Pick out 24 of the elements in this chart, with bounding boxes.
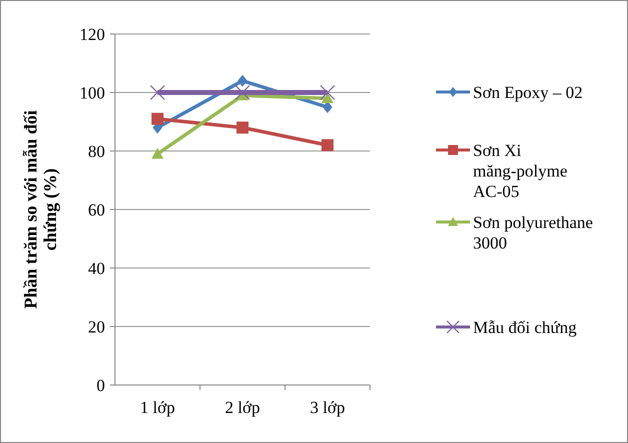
legend-label: Sơn polyurethane 3000 [473,212,593,252]
point [152,148,164,159]
x-tick-label: 1 lớp [140,398,175,417]
legend-label: Sơn Xi măng-polyme AC-05 [473,140,568,201]
y-tick-label: 80 [88,142,105,161]
y-axis-title: Phần trăm so với mẫu đối chứng (%) [20,110,60,309]
y-tick-label: 60 [88,200,105,220]
point [152,112,164,125]
legend-label: Mẫu đối chứng [473,318,578,337]
point [236,122,248,134]
y-tick-label: 100 [80,83,105,102]
point [322,92,334,104]
point [320,84,336,100]
point [322,139,334,152]
point [150,84,166,100]
y-tick-label: 120 [80,24,105,44]
x-tick-label: 3 lớp [310,398,345,417]
y-tick-label: 20 [88,317,105,336]
point [238,74,248,87]
y-tick-label: 40 [88,258,105,278]
legend-label: Sơn Epoxy – 02 [473,82,583,102]
y-tick-label: 0 [96,376,105,395]
x-tick-label: 2 lớp [225,398,260,417]
point [234,84,250,100]
